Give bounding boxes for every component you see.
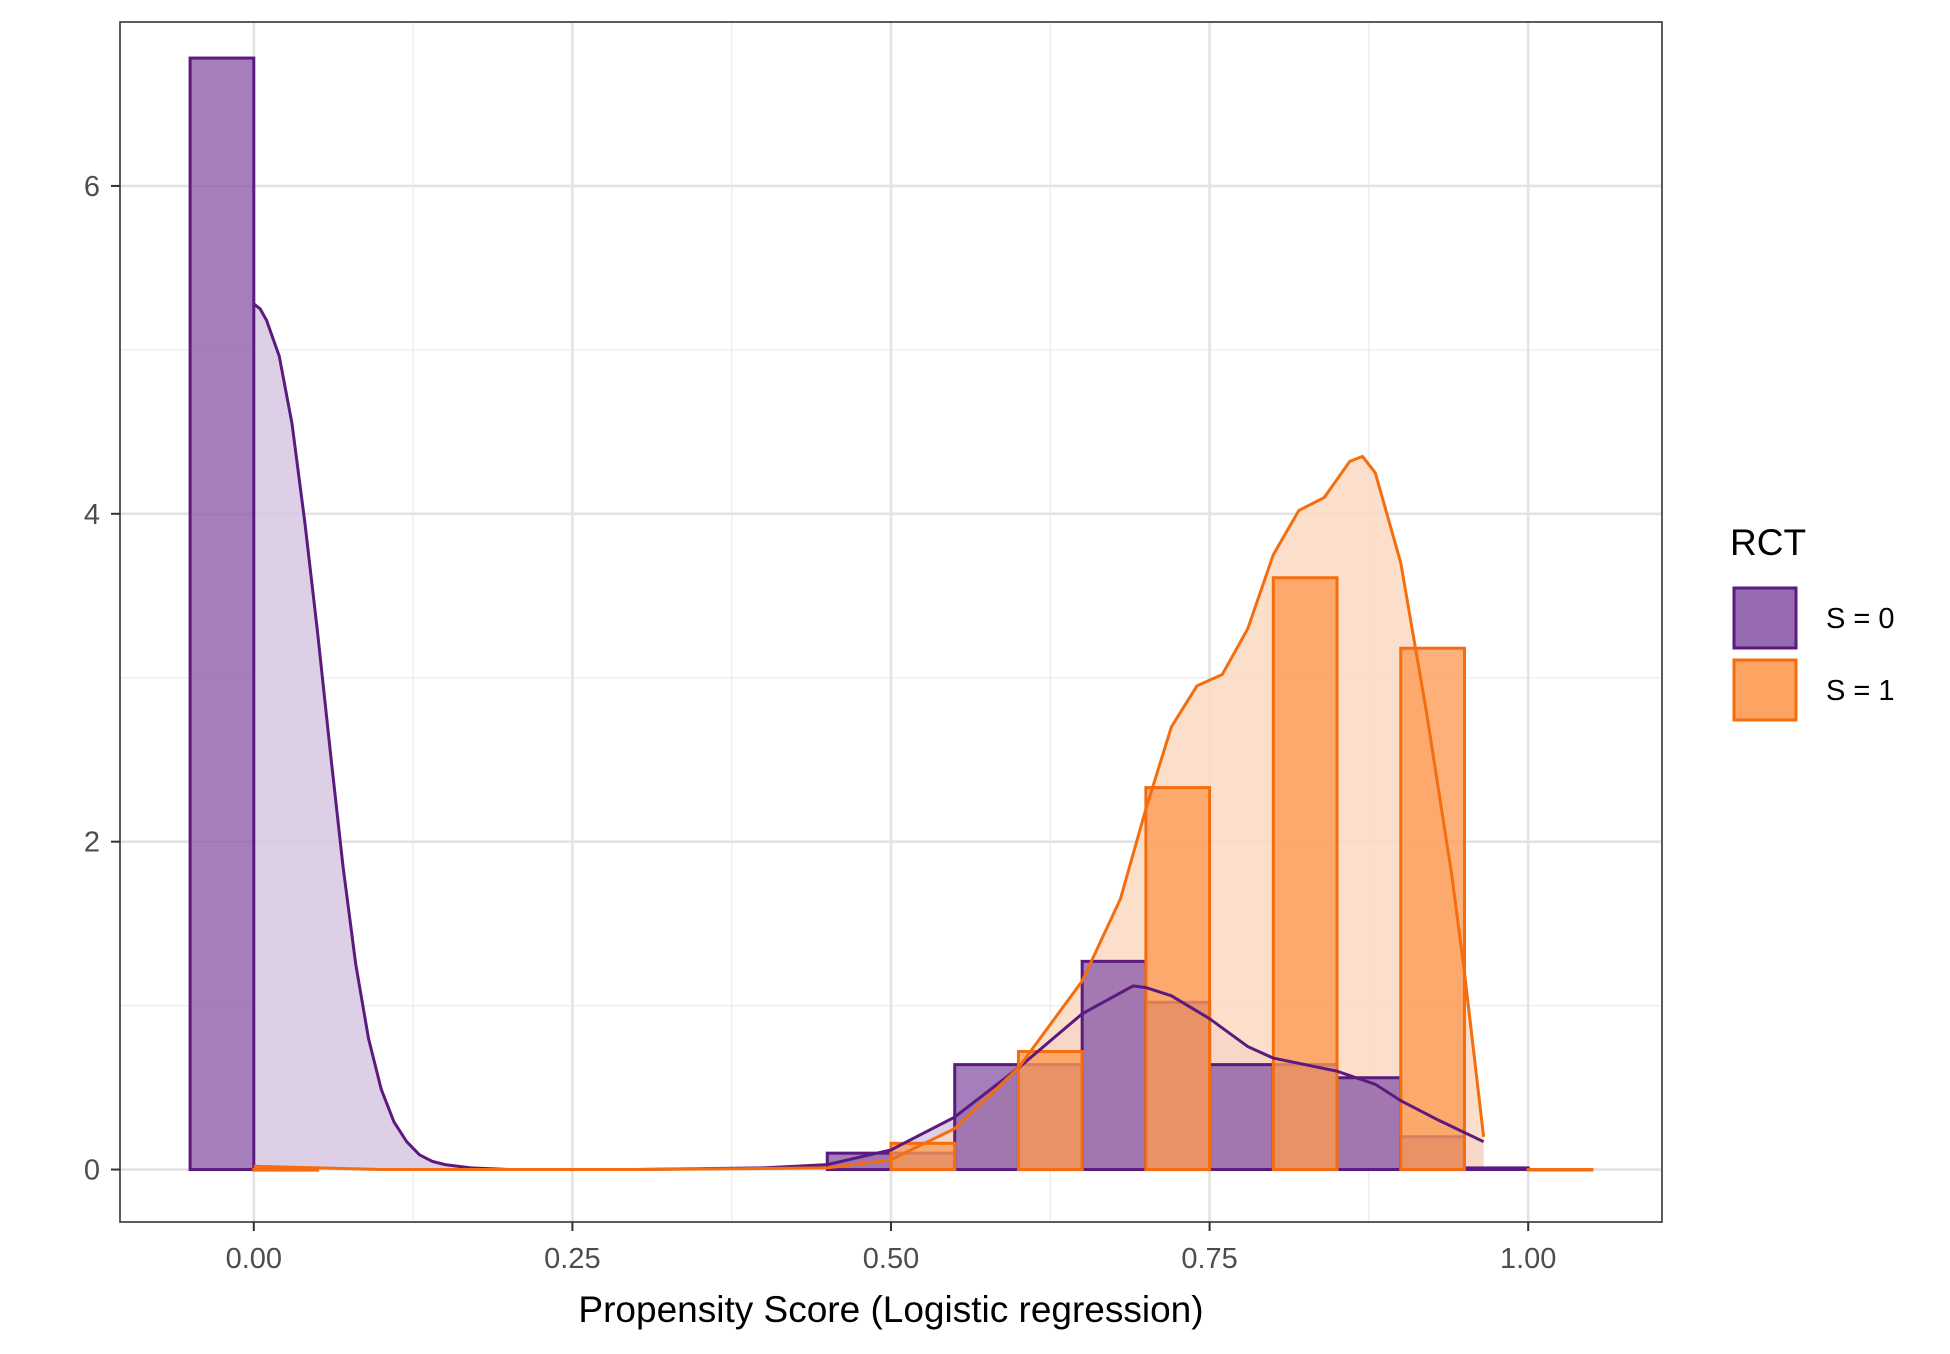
histogram-bar-series-1-bin-3 <box>1144 786 1212 1172</box>
y-tick-label: 6 <box>84 171 100 203</box>
histogram-bar-series-1-bin-6 <box>1526 1168 1594 1172</box>
histogram-bar-series-0-bin-4 <box>953 1063 1020 1172</box>
histogram-bar-series-1-bin-2 <box>1016 1050 1084 1172</box>
legend-key-swatch-0 <box>1732 586 1798 650</box>
y-tick-label: 4 <box>84 499 100 531</box>
histogram-bar-series-0-bin-0 <box>188 56 256 1172</box>
legend: RCT S = 0 S = 1 <box>1730 522 1895 722</box>
histogram-bar-series-1-bin-1 <box>889 1141 957 1172</box>
histogram-bar-series-1-bin-4 <box>1271 576 1339 1172</box>
x-tick-label: 0.25 <box>544 1243 600 1275</box>
legend-label-1: S = 1 <box>1826 675 1895 707</box>
legend-label-0: S = 0 <box>1826 603 1895 635</box>
legend-items: S = 0 S = 1 <box>1732 586 1895 722</box>
legend-title: RCT <box>1730 522 1806 563</box>
histogram-bar-series-0-bin-10 <box>1335 1076 1403 1172</box>
histogram-bar-series-1-bin-0 <box>252 1168 320 1172</box>
y-tick-label: 2 <box>84 827 100 859</box>
histogram-bar-series-1-bin-5 <box>1399 646 1466 1172</box>
x-tick-label: 1.00 <box>1500 1243 1556 1275</box>
axis-layer: 0.00 0.25 0.50 0.75 1.00 0 2 4 6 <box>84 171 1557 1275</box>
histogram-bar-series-0-bin-12 <box>1462 1166 1530 1172</box>
y-tick-label: 0 <box>84 1155 100 1187</box>
legend-key-swatch-1 <box>1732 658 1798 722</box>
density-line-layer <box>252 302 1486 1171</box>
histogram-bar-series-0-bin-6 <box>1080 959 1148 1172</box>
x-tick-label: 0.50 <box>863 1243 919 1275</box>
x-tick-label: 0.00 <box>226 1243 282 1275</box>
x-axis-title: Propensity Score (Logistic regression) <box>578 1289 1203 1330</box>
density-line-series-1 <box>253 454 1486 1171</box>
x-tick-label: 0.75 <box>1181 1243 1237 1275</box>
histogram-bar-series-0-bin-8 <box>1208 1063 1275 1172</box>
